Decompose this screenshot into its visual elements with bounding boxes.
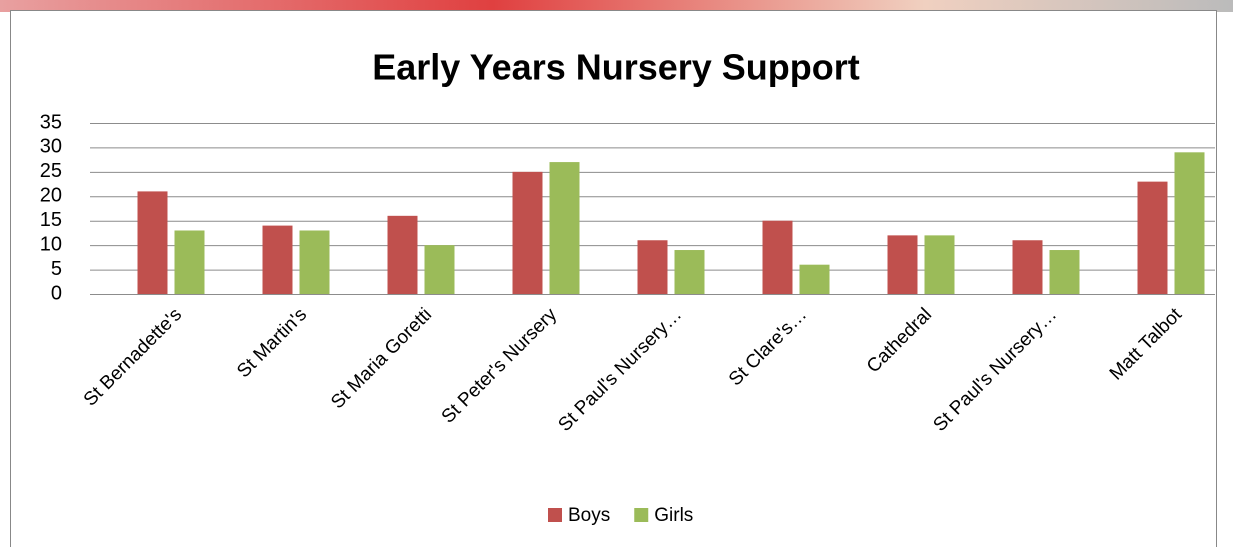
y-tick-label: 25: [40, 160, 62, 182]
bar: [924, 235, 955, 294]
background-strip: [0, 0, 1233, 12]
legend-swatch: [548, 508, 562, 522]
y-tick-label: 20: [40, 185, 62, 207]
bar: [549, 162, 580, 294]
y-tick-label: 10: [40, 233, 62, 255]
bar: [637, 240, 668, 294]
bar: [1049, 250, 1080, 294]
legend-swatch: [634, 508, 649, 522]
bar: [799, 264, 830, 294]
bar: [1012, 240, 1043, 294]
bar: [887, 235, 918, 294]
y-tick-label: 30: [40, 136, 62, 158]
bar: [174, 230, 205, 294]
bar: [762, 220, 793, 294]
y-tick-label: 15: [40, 209, 62, 231]
bar: [262, 225, 293, 294]
bar: [1174, 152, 1205, 294]
bar: [512, 171, 543, 294]
bar: [1137, 181, 1168, 294]
y-tick-label: 5: [51, 258, 62, 280]
y-tick-label: 0: [51, 282, 62, 304]
legend-label: Boys: [568, 505, 610, 526]
bar: [299, 230, 330, 294]
bar: [674, 250, 705, 294]
bar: [387, 215, 418, 294]
y-tick-label: 35: [40, 111, 62, 133]
bar: [137, 191, 168, 294]
chart-title: Early Years Nursery Support: [372, 47, 860, 88]
legend-label: Girls: [654, 505, 693, 526]
bar: [424, 245, 455, 294]
